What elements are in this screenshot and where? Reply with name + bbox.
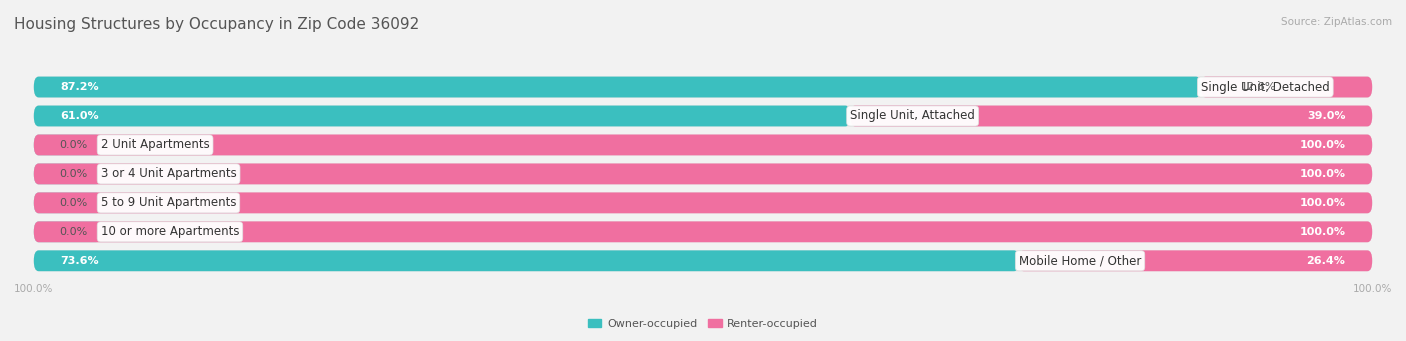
FancyBboxPatch shape — [1019, 250, 1372, 271]
FancyBboxPatch shape — [34, 192, 1372, 213]
Text: 12.8%: 12.8% — [1241, 82, 1277, 92]
FancyBboxPatch shape — [34, 163, 1372, 184]
Text: Mobile Home / Other: Mobile Home / Other — [1019, 254, 1142, 267]
FancyBboxPatch shape — [34, 106, 1372, 127]
Text: 87.2%: 87.2% — [60, 82, 100, 92]
Text: 26.4%: 26.4% — [1306, 256, 1346, 266]
Text: 2 Unit Apartments: 2 Unit Apartments — [101, 138, 209, 151]
Text: Housing Structures by Occupancy in Zip Code 36092: Housing Structures by Occupancy in Zip C… — [14, 17, 419, 32]
FancyBboxPatch shape — [34, 163, 1372, 184]
FancyBboxPatch shape — [34, 77, 1372, 98]
FancyBboxPatch shape — [34, 163, 101, 184]
Text: 0.0%: 0.0% — [59, 198, 87, 208]
Text: 73.6%: 73.6% — [60, 256, 100, 266]
Text: 100.0%: 100.0% — [1299, 227, 1346, 237]
Text: 10 or more Apartments: 10 or more Apartments — [101, 225, 239, 238]
FancyBboxPatch shape — [34, 77, 1201, 98]
FancyBboxPatch shape — [1201, 77, 1372, 98]
FancyBboxPatch shape — [34, 221, 1372, 242]
FancyBboxPatch shape — [34, 134, 1372, 155]
Text: 100.0%: 100.0% — [1299, 169, 1346, 179]
FancyBboxPatch shape — [34, 192, 101, 213]
Text: 61.0%: 61.0% — [60, 111, 100, 121]
FancyBboxPatch shape — [34, 134, 101, 155]
FancyBboxPatch shape — [34, 192, 1372, 213]
FancyBboxPatch shape — [34, 250, 1019, 271]
Text: Single Unit, Detached: Single Unit, Detached — [1201, 80, 1330, 93]
FancyBboxPatch shape — [34, 221, 1372, 242]
Text: 39.0%: 39.0% — [1308, 111, 1346, 121]
Text: 100.0%: 100.0% — [1299, 140, 1346, 150]
Text: Single Unit, Attached: Single Unit, Attached — [851, 109, 976, 122]
Text: 0.0%: 0.0% — [59, 140, 87, 150]
Text: 0.0%: 0.0% — [59, 227, 87, 237]
Text: 5 to 9 Unit Apartments: 5 to 9 Unit Apartments — [101, 196, 236, 209]
Text: Source: ZipAtlas.com: Source: ZipAtlas.com — [1281, 17, 1392, 27]
FancyBboxPatch shape — [34, 221, 101, 242]
FancyBboxPatch shape — [34, 106, 851, 127]
Text: 0.0%: 0.0% — [59, 169, 87, 179]
Text: 3 or 4 Unit Apartments: 3 or 4 Unit Apartments — [101, 167, 236, 180]
Legend: Owner-occupied, Renter-occupied: Owner-occupied, Renter-occupied — [583, 314, 823, 333]
FancyBboxPatch shape — [851, 106, 1372, 127]
FancyBboxPatch shape — [34, 134, 1372, 155]
FancyBboxPatch shape — [34, 250, 1372, 271]
Text: 100.0%: 100.0% — [1299, 198, 1346, 208]
